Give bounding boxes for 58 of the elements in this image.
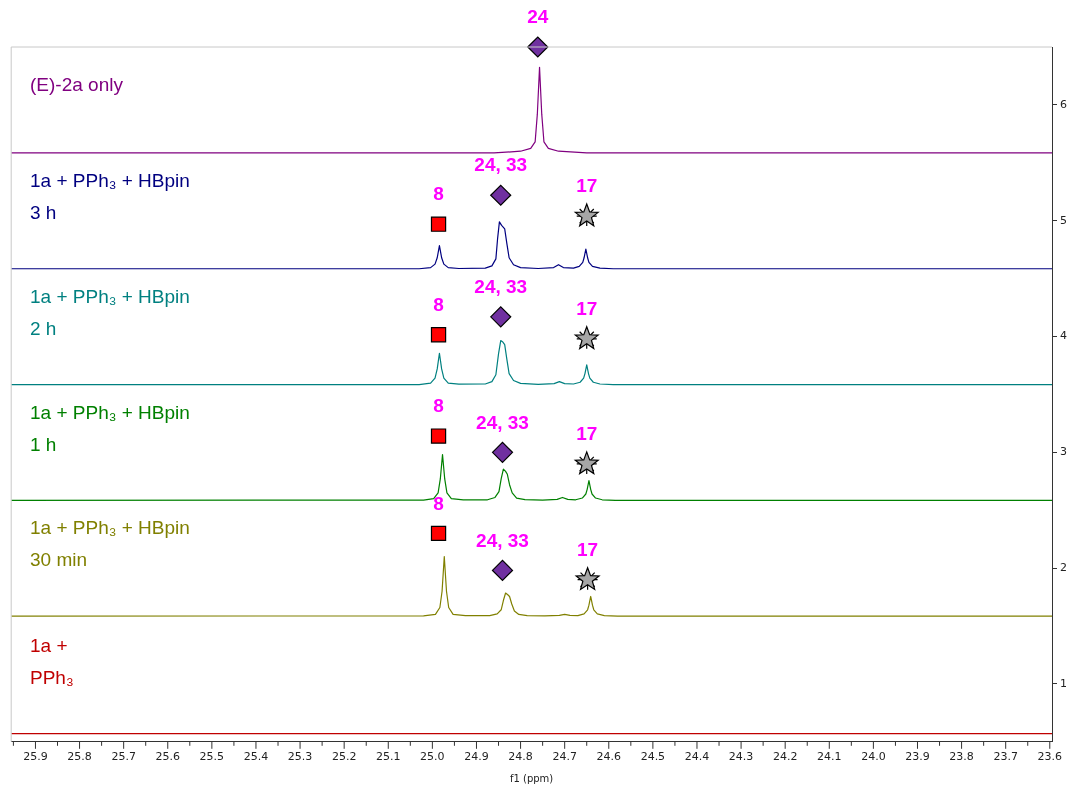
y-tick-label: 1 xyxy=(1060,676,1067,690)
annotation: 24, 33 xyxy=(474,276,528,298)
x-tick-label: 23.7 xyxy=(993,750,1018,764)
annotation: 8 xyxy=(433,294,444,315)
annotation: 24, 33 xyxy=(476,529,529,551)
y-tick-label: 5 xyxy=(1060,213,1067,227)
x-tick-label: 25.1 xyxy=(376,750,401,764)
y-tick-label: 2 xyxy=(1060,560,1067,574)
annotation: 17 xyxy=(576,175,598,197)
text: (E)-2a only xyxy=(30,73,123,97)
x-tick-label: 24.9 xyxy=(464,750,489,764)
x-tick-label: 25.5 xyxy=(199,750,225,764)
y-tick-label: 4 xyxy=(1060,329,1067,343)
x-tick-label: 24.5 xyxy=(640,750,666,764)
x-tick-label: 25.7 xyxy=(111,750,136,764)
x-tick-label: 24.0 xyxy=(861,750,886,764)
point xyxy=(430,327,447,343)
point xyxy=(430,428,447,444)
x-tick-label: 25.8 xyxy=(67,750,92,764)
text: 1a + PPh₃ + HBpin 3 h xyxy=(30,168,190,225)
x-tick-label: 24.3 xyxy=(728,750,754,764)
annotation: 8 xyxy=(433,492,444,514)
x-tick-label: 24.6 xyxy=(596,750,622,764)
annotation: 24 xyxy=(527,6,549,28)
x-tick-label: 24.8 xyxy=(508,750,533,764)
x-tick-label: 24.7 xyxy=(552,750,577,764)
x-tick-label: 24.2 xyxy=(772,750,798,764)
x-tick-label: 24.1 xyxy=(817,750,842,764)
x-axis-title: f1 (ppm) xyxy=(509,772,554,784)
annotation: 8 xyxy=(433,395,444,417)
point xyxy=(490,184,512,206)
annotation: 17 xyxy=(576,298,598,320)
annotation: 24, 33 xyxy=(474,154,528,176)
x-tick-label: 25.3 xyxy=(287,750,313,764)
x-tick-label: 23.8 xyxy=(949,750,974,764)
point xyxy=(430,216,447,232)
text: 1a + PPh₃ xyxy=(30,633,74,690)
x-tick-label: 25.9 xyxy=(23,750,48,764)
annotation: 8 xyxy=(433,183,444,205)
x-tick-label: 23.6 xyxy=(1037,750,1063,764)
y-tick-label: 3 xyxy=(1060,445,1067,459)
point xyxy=(491,441,514,463)
x-tick-label: 25.4 xyxy=(243,750,269,764)
x-tick-label: 25.0 xyxy=(420,750,445,764)
point xyxy=(430,525,447,542)
x-tick-label: 25.6 xyxy=(155,750,181,764)
point xyxy=(490,306,512,328)
x-tick-label: 25.2 xyxy=(331,750,357,764)
point xyxy=(491,559,514,582)
annotation: 17 xyxy=(577,538,599,560)
text: 1a + PPh₃ + HBpin 30 min xyxy=(30,516,190,573)
x-tick-label: 23.9 xyxy=(905,750,930,764)
text: 1a + PPh₃ + HBpin 2 h xyxy=(30,284,190,341)
annotation: 24, 33 xyxy=(476,411,529,433)
annotation: 17 xyxy=(576,423,598,445)
x-tick-label: 24.4 xyxy=(684,750,710,764)
y-tick-label: 6 xyxy=(1060,97,1067,111)
text: 1a + PPh₃ + HBpin 1 h xyxy=(30,400,190,457)
